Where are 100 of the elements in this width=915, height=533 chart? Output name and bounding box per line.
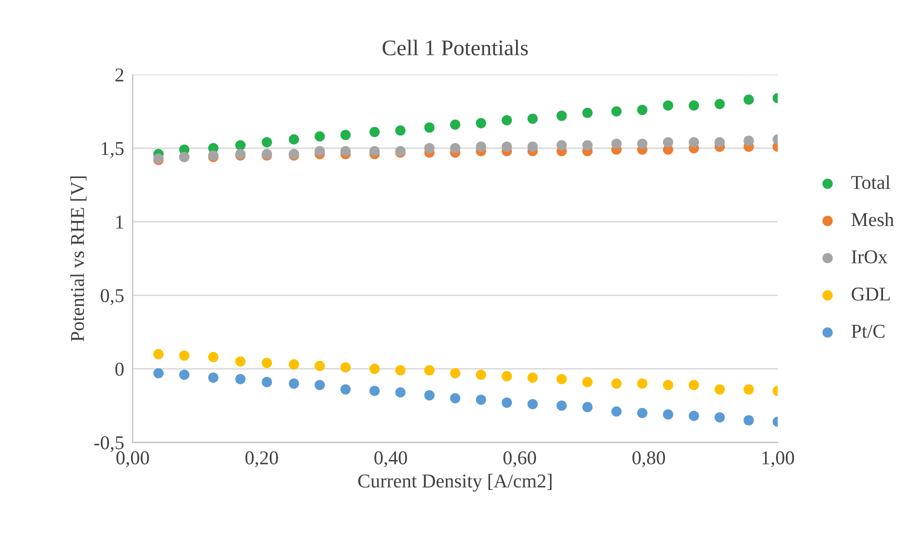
point xyxy=(288,134,300,144)
chart-title: Cell 1 Potentials xyxy=(382,40,528,56)
point xyxy=(476,394,486,405)
x-tick-label: 0,00 xyxy=(116,451,149,468)
point xyxy=(582,108,593,118)
point xyxy=(340,362,351,373)
point xyxy=(262,137,272,148)
legend-label: Total xyxy=(851,175,890,190)
point xyxy=(314,380,325,390)
point xyxy=(424,390,435,400)
x-tick-label: 1,00 xyxy=(762,451,794,468)
point xyxy=(556,140,567,150)
point xyxy=(662,380,674,390)
legend-label: Mesh xyxy=(851,212,894,226)
point xyxy=(527,372,538,383)
point xyxy=(611,378,622,389)
point xyxy=(714,137,725,148)
point xyxy=(235,374,246,384)
point xyxy=(424,122,435,133)
point xyxy=(369,386,380,396)
point xyxy=(476,142,486,152)
point xyxy=(340,146,351,156)
point xyxy=(527,114,538,124)
point xyxy=(395,125,406,136)
point xyxy=(179,350,190,361)
point xyxy=(179,370,190,380)
point xyxy=(637,378,648,389)
y-tick-label: 2 xyxy=(115,68,124,82)
point xyxy=(395,387,406,398)
point xyxy=(450,368,460,378)
point xyxy=(476,370,486,380)
y-tick-label: 0 xyxy=(115,362,124,376)
point xyxy=(450,119,460,130)
point xyxy=(340,384,351,395)
point xyxy=(288,359,300,370)
legend-label: IrOx xyxy=(852,250,888,264)
x-axis-title: Current Density [A/cm2] xyxy=(358,474,552,492)
point xyxy=(556,400,567,411)
point xyxy=(637,104,648,116)
point xyxy=(611,406,622,417)
point xyxy=(424,143,435,154)
point xyxy=(714,384,725,395)
point xyxy=(744,384,754,395)
point xyxy=(662,100,674,111)
point xyxy=(208,352,218,362)
point xyxy=(314,146,325,156)
point xyxy=(637,138,648,149)
point xyxy=(688,100,700,111)
point xyxy=(688,137,700,148)
y-tick-label: 0,5 xyxy=(100,289,124,306)
point xyxy=(527,142,538,152)
point xyxy=(582,140,593,150)
x-tick-label: 0,20 xyxy=(245,451,278,468)
point xyxy=(556,110,567,121)
legend-label: Pt/C xyxy=(851,324,884,338)
point xyxy=(582,402,593,412)
point xyxy=(314,131,325,142)
y-tick-label: 1 xyxy=(116,216,124,228)
point xyxy=(637,408,648,418)
point xyxy=(476,118,486,128)
point xyxy=(744,94,754,105)
point xyxy=(235,140,246,150)
point xyxy=(450,393,460,404)
point xyxy=(288,378,300,389)
point xyxy=(340,130,351,140)
point xyxy=(235,356,246,367)
point xyxy=(153,348,164,360)
point xyxy=(314,360,325,372)
point xyxy=(369,364,380,374)
point xyxy=(424,365,435,376)
point xyxy=(450,143,460,154)
point xyxy=(502,142,512,152)
point xyxy=(582,376,593,388)
point xyxy=(153,368,164,378)
point xyxy=(662,137,674,148)
point xyxy=(611,106,622,117)
x-tick-label: 0,40 xyxy=(374,451,407,468)
point xyxy=(744,415,754,426)
y-axis-title: Potential vs RHE [V] xyxy=(70,176,86,342)
x-tick-label: 0,80 xyxy=(632,451,666,468)
point xyxy=(502,371,512,382)
point xyxy=(395,365,406,376)
point xyxy=(369,146,380,156)
y-tick-label: -0,5 xyxy=(94,436,124,452)
y-tick-label: 1,5 xyxy=(102,142,124,158)
point xyxy=(502,398,512,408)
point xyxy=(714,412,725,423)
point xyxy=(502,115,512,126)
legend-label: GDL xyxy=(852,288,890,301)
point xyxy=(208,372,218,383)
point xyxy=(369,126,380,138)
point xyxy=(714,98,725,110)
point xyxy=(556,374,567,384)
point xyxy=(744,136,754,146)
point xyxy=(527,398,538,410)
point xyxy=(662,409,674,420)
point xyxy=(262,358,272,368)
point xyxy=(611,138,622,149)
x-tick-label: 0,60 xyxy=(503,451,536,468)
point xyxy=(688,380,700,390)
